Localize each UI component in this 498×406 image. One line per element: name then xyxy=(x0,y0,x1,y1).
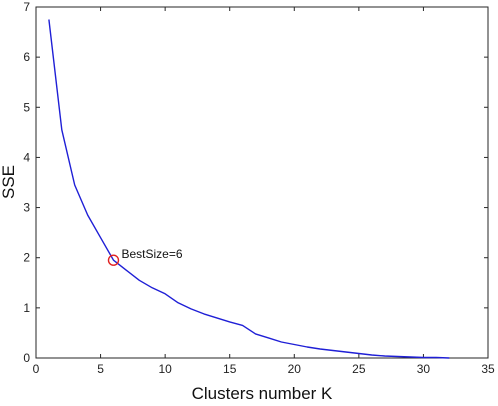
x-tick-label: 30 xyxy=(417,362,431,376)
best-size-marker xyxy=(107,254,120,266)
x-tick-label: 35 xyxy=(481,362,495,376)
y-tick-label: 0 xyxy=(23,351,30,365)
x-axis-ticks: 0 5 10 15 20 25 30 35 xyxy=(33,7,495,376)
x-tick-label: 5 xyxy=(97,362,104,376)
series-layer xyxy=(48,19,450,359)
x-tick-label: 0 xyxy=(33,362,40,376)
y-axis-ticks: 0 1 2 3 4 5 6 7 xyxy=(23,0,488,365)
y-tick-label: 4 xyxy=(23,150,30,164)
best-size-label: BestSize=6 xyxy=(121,247,182,261)
y-tick-label: 1 xyxy=(23,301,30,315)
x-tick-label: 10 xyxy=(158,362,172,376)
y-tick-label: 6 xyxy=(23,50,30,64)
x-tick-label: 20 xyxy=(288,362,302,376)
y-axis-title: SSE xyxy=(0,165,18,199)
plot-area xyxy=(35,6,489,359)
y-tick-label: 3 xyxy=(23,201,30,215)
y-tick-label: 2 xyxy=(23,251,30,265)
x-tick-label: 15 xyxy=(223,362,237,376)
annotation-layer: BestSize=6 xyxy=(107,247,183,266)
x-tick-label: 25 xyxy=(352,362,366,376)
y-tick-label: 7 xyxy=(23,0,30,14)
y-tick-label: 5 xyxy=(23,100,30,114)
sse-series-line xyxy=(48,19,450,359)
x-axis-title: Clusters number K xyxy=(192,384,333,403)
